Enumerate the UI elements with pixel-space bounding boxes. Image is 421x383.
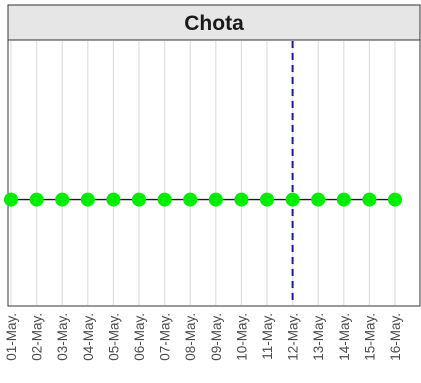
x-tick-label: 09-May. — [209, 313, 224, 361]
title-strip — [7, 4, 421, 41]
data-point — [388, 192, 402, 207]
x-tick-label: 14-May. — [337, 313, 352, 361]
data-point — [55, 192, 70, 207]
data-point — [285, 192, 300, 207]
data-point — [234, 192, 249, 207]
data-point — [362, 192, 377, 207]
x-tick-label: 03-May. — [55, 313, 70, 361]
x-tick-label: 10-May. — [234, 313, 249, 361]
x-tick-label: 05-May. — [106, 313, 121, 361]
x-tick-label: 16-May. — [388, 313, 403, 361]
x-tick-label: 13-May. — [311, 313, 326, 361]
data-point — [260, 192, 274, 207]
x-tick-label: 01-May. — [4, 313, 19, 361]
plot-panel — [7, 39, 421, 307]
data-point — [106, 192, 121, 207]
x-tick-label: 02-May. — [30, 313, 45, 361]
data-point — [29, 192, 44, 207]
series-group — [4, 192, 402, 207]
x-tick-label: 15-May. — [362, 313, 377, 361]
data-point — [311, 192, 326, 207]
chart-title: Chota — [184, 12, 244, 35]
data-point — [132, 192, 146, 207]
data-point — [183, 192, 198, 207]
x-tick-label: 08-May. — [183, 313, 198, 361]
x-tick-labels: 01-May. 02-May. 03-May. 04-May. 05-May. 06-Ma… — [4, 313, 403, 361]
data-point — [157, 192, 172, 207]
data-point — [4, 192, 18, 207]
x-tick-label: 04-May. — [81, 313, 96, 361]
data-point — [336, 192, 351, 207]
x-tick-label: 11-May. — [260, 313, 275, 360]
x-tick-label: 07-May. — [158, 313, 173, 361]
data-point — [208, 192, 223, 207]
data-point — [80, 192, 95, 207]
gridlines — [10, 41, 396, 305]
x-tick-label: 12-May. — [286, 313, 301, 361]
x-tick-label: 06-May. — [132, 313, 147, 361]
